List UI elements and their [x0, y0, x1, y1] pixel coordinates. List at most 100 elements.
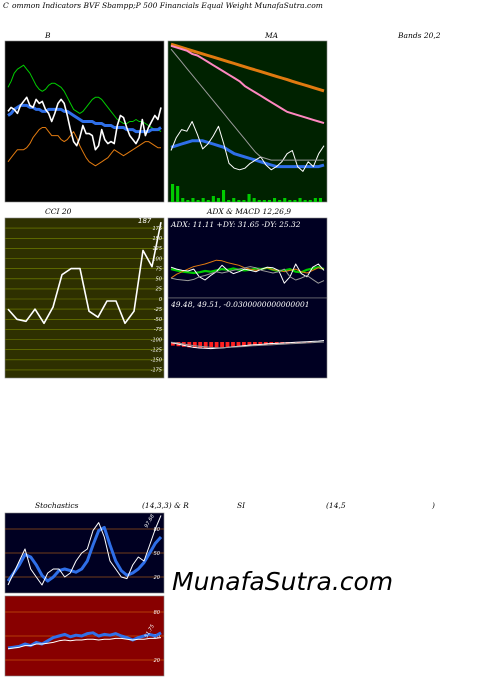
macd-histogram-bar [253, 342, 257, 346]
macd-histogram-bar [203, 342, 208, 349]
volume-bar [181, 198, 185, 202]
rsi-line-blue [7, 631, 162, 650]
volume-bar [227, 200, 231, 202]
rsi-label-right: (14,5 [326, 501, 346, 510]
ma-line-gray [170, 48, 324, 161]
volume-bar [273, 198, 277, 202]
stoch-line-white [7, 515, 162, 586]
cci-line [7, 221, 162, 325]
volume-bar [278, 200, 282, 202]
macd-layer [170, 340, 325, 350]
cci-tick-label: 100 [152, 256, 162, 262]
cci-tick-label: 175 [152, 226, 162, 232]
ma-line-orange [170, 42, 325, 93]
volume-bar [171, 184, 175, 202]
macd-histogram-bar [231, 342, 235, 348]
macd-histogram-bar [214, 342, 219, 349]
cci-label: CCI 20 [45, 207, 72, 216]
volume-bar [298, 198, 302, 202]
rsi-label-left: SI [237, 501, 246, 510]
ma-line-pink [170, 44, 325, 125]
volume-bar [257, 200, 261, 202]
rsi-tick-label: 80 [154, 610, 160, 616]
bbands-layer [7, 64, 162, 167]
cci-tick-label: 125 [152, 246, 162, 252]
ma-label: MA [264, 31, 279, 40]
volume-bar [313, 198, 317, 202]
volume-bar [267, 200, 271, 202]
macd-histogram-bar [192, 342, 197, 348]
volume-bar [216, 198, 220, 202]
stoch-tick-label: 50 [154, 551, 160, 557]
stoch-tick-label: 20 [154, 575, 160, 581]
bbands-upper-line [7, 64, 162, 133]
volume-bar [303, 200, 307, 202]
macd-stats: 49.48, 49.51, -0.0300000000000001 [170, 300, 310, 309]
cci-tick-label: 75 [156, 266, 162, 272]
ma-line-white [170, 121, 325, 172]
header-title: ommon Indicators BVF Sbampp;P 500 Financ… [12, 1, 323, 10]
adx-line-white [170, 263, 325, 284]
stoch-label: Stochastics [35, 501, 79, 510]
volume-bar [252, 198, 256, 202]
cci-tick-label: -100 [151, 337, 162, 343]
macd-histogram-bar [258, 342, 263, 346]
volume-bar [242, 200, 246, 202]
header-c-letter: C [3, 1, 9, 10]
cci-tick-label: -150 [151, 358, 162, 364]
volume-bar [191, 198, 195, 202]
stoch-label-params: (14,3,3) & R [142, 501, 189, 510]
adx-panel [167, 217, 328, 299]
macd-histogram-bar [171, 342, 175, 346]
macd-histogram-bar [225, 342, 230, 348]
ma-layer [170, 42, 325, 202]
volume-bar [308, 200, 312, 202]
macd-signal-line [170, 341, 325, 349]
volume-bar [206, 200, 210, 202]
bbands-close-line [7, 96, 162, 151]
cci-tick-label: -50 [154, 317, 162, 323]
macd-histogram-bar [220, 342, 224, 348]
volume-bar [262, 200, 266, 202]
adx-macd-label: ADX & MACD 12,26,9 [206, 207, 291, 216]
volume-bar [288, 200, 292, 202]
macd-histogram-bar [198, 342, 203, 349]
rsi-label-end: ) [431, 501, 435, 510]
bbands-lower-line [7, 127, 161, 167]
volume-bar [318, 198, 322, 202]
cci-tick-label: 0 [159, 297, 162, 303]
cci-layer: 1751501251007550250-25-50-75-100-125-150… [5, 217, 164, 374]
adx-line-gray [170, 266, 325, 284]
volume-bar [247, 194, 251, 202]
macd-panel [167, 297, 328, 379]
macd-histogram-bar [209, 342, 214, 349]
volume-bar [211, 196, 215, 202]
cci-tick-label: -75 [154, 327, 162, 333]
adx-line-orange [170, 259, 325, 279]
volume-bar [293, 200, 297, 202]
volume-bar [196, 200, 200, 202]
volume-bar [232, 198, 236, 202]
macd-line [170, 340, 325, 350]
adx-stats: ADX: 11.11 +DY: 31.65 -DY: 25.32 [170, 220, 301, 229]
cci-tick-label: 25 [156, 287, 162, 293]
cci-tick-label: -25 [154, 307, 162, 313]
cci-last-label: 187 [138, 217, 152, 225]
ma-line-blue [170, 139, 325, 169]
stoch-line-blue [6, 525, 163, 583]
watermark: MunafaSutra.com [172, 567, 393, 596]
rsi-line-white [7, 637, 162, 650]
volume-bar [222, 190, 226, 202]
cci-tick-label: 50 [156, 277, 162, 283]
cci-panel [4, 217, 165, 379]
adx-layer [170, 259, 325, 284]
volume-bar [201, 198, 205, 202]
macd-histogram-bar [247, 342, 252, 347]
volume-bar [237, 200, 241, 202]
macd-histogram-bar [236, 342, 241, 347]
volume-bar [186, 200, 190, 202]
stoch-tick-label: 80 [154, 527, 160, 533]
macd-histogram-bar [242, 342, 246, 347]
